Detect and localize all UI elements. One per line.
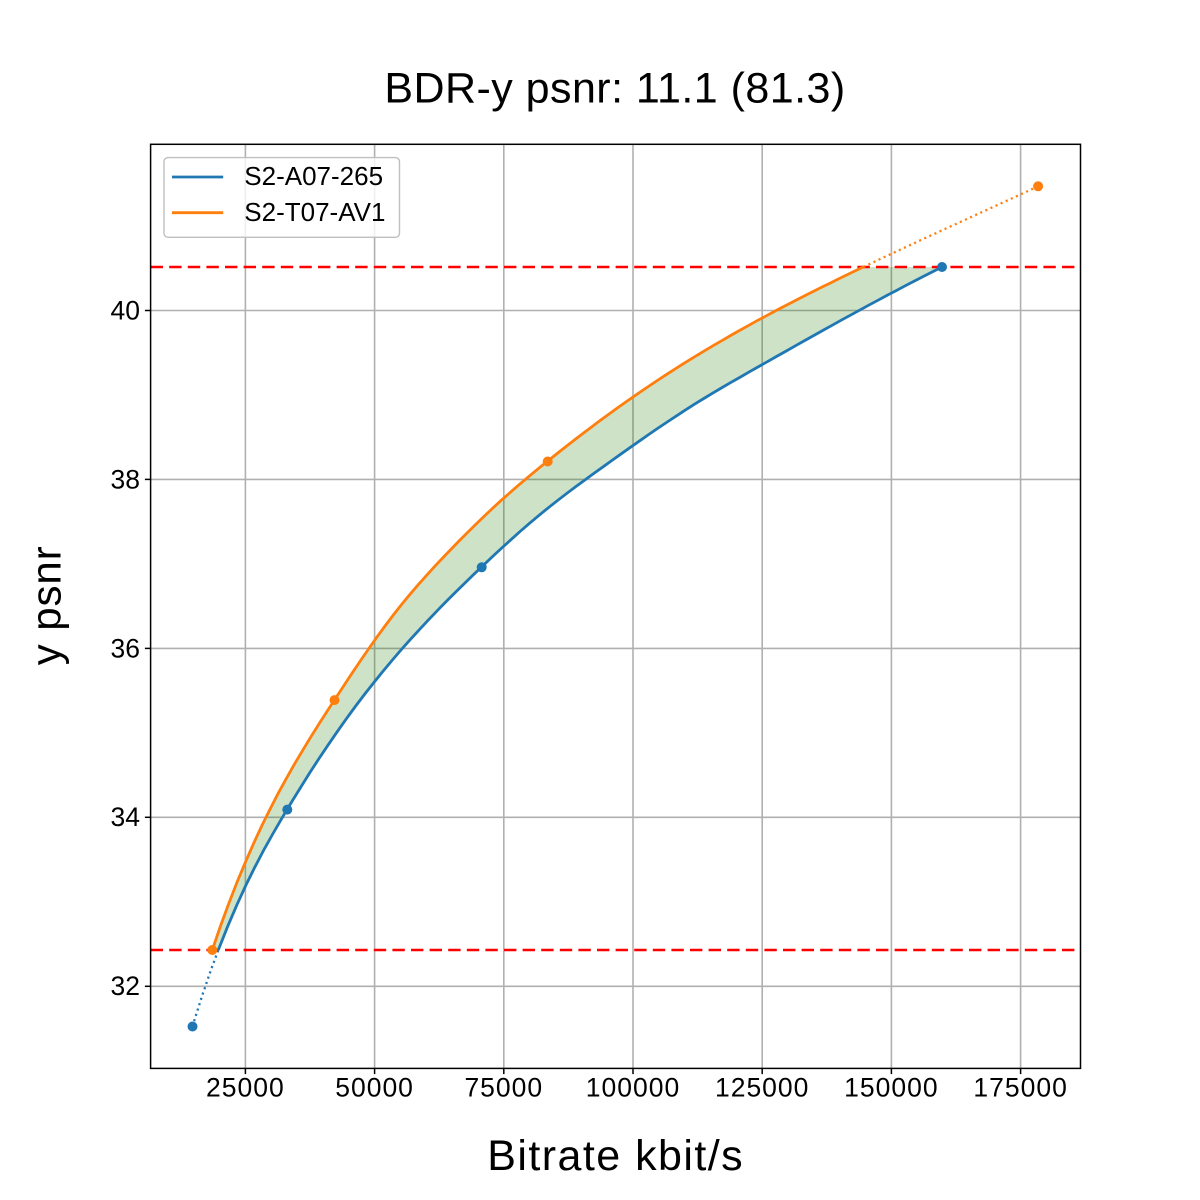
svg-text:y psnr: y psnr	[23, 545, 70, 665]
svg-text:25000: 25000	[206, 1073, 285, 1103]
svg-text:36: 36	[111, 633, 140, 663]
svg-text:50000: 50000	[335, 1073, 414, 1103]
svg-text:40: 40	[111, 295, 140, 325]
svg-text:32: 32	[111, 971, 140, 1001]
svg-text:S2-A07-265: S2-A07-265	[244, 161, 383, 191]
svg-text:125000: 125000	[715, 1073, 809, 1103]
svg-text:Bitrate kbit/s: Bitrate kbit/s	[487, 1132, 744, 1180]
svg-text:34: 34	[111, 802, 140, 832]
svg-text:150000: 150000	[844, 1073, 938, 1103]
svg-text:38: 38	[111, 464, 140, 494]
svg-text:S2-T07-AV1: S2-T07-AV1	[244, 197, 385, 227]
svg-text:BDR-y psnr: 11.1 (81.3): BDR-y psnr: 11.1 (81.3)	[384, 65, 845, 113]
svg-text:100000: 100000	[586, 1073, 680, 1103]
svg-text:175000: 175000	[973, 1073, 1067, 1103]
svg-text:75000: 75000	[464, 1073, 543, 1103]
